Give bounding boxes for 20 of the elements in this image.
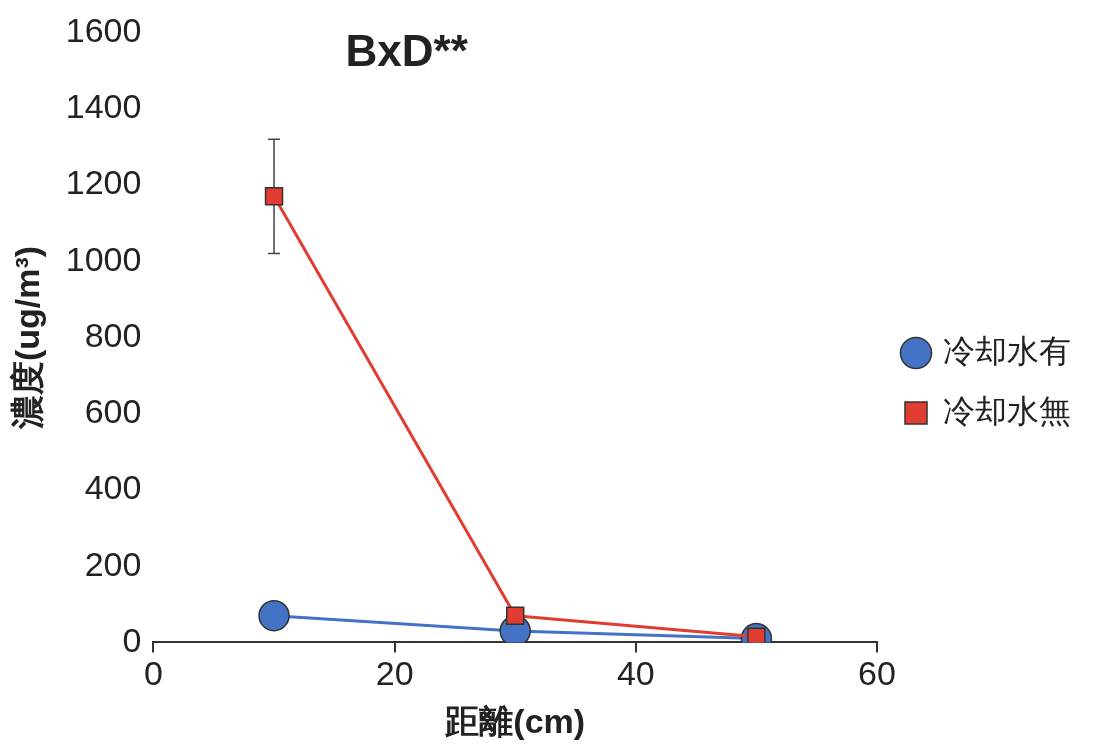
y-tick-label: 1400: [65, 87, 142, 126]
x-tick-label: 20: [375, 654, 414, 693]
point: [505, 606, 525, 625]
y-tick-label: 400: [84, 468, 142, 507]
y-tick-label: 600: [84, 392, 142, 431]
y-axis-title: 濃度(ug/m³): [7, 245, 46, 430]
y-tick-label: 200: [84, 544, 142, 583]
y-tick-label: 1200: [65, 163, 142, 202]
x-axis-title: 距離(cm): [444, 701, 586, 740]
y-tick-label: 1600: [65, 10, 142, 49]
y-tick-label: 0: [122, 620, 142, 659]
y-tick-label: 800: [84, 315, 142, 354]
chart-title: BxD**: [345, 26, 469, 76]
y-tick-label: 1000: [65, 239, 142, 278]
point: [264, 187, 284, 206]
point: [258, 599, 290, 632]
x-tick-label: 60: [858, 654, 896, 693]
x-tick-label: 40: [616, 654, 655, 693]
legend-label: 冷却水無: [943, 392, 1071, 429]
legend-label: 冷却水有: [943, 332, 1071, 369]
